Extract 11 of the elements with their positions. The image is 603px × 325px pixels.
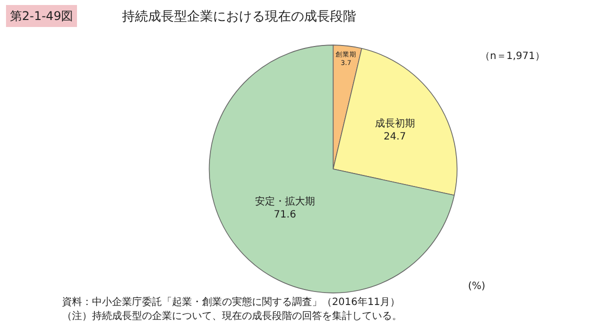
text: （n＝1,971） bbox=[480, 51, 545, 62]
chart-title: 持続成長型企業における現在の成長段階 bbox=[122, 10, 356, 25]
pie-slice bbox=[208, 44, 455, 294]
data-label: 24.7 bbox=[384, 132, 406, 143]
text: （注）持続成長型の企業について、現在の成長段階の回答を集計している。 bbox=[62, 310, 402, 322]
text: 資料：中小企業庁委託「起業・創業の実態に関する調査」（2016年11月） bbox=[62, 296, 400, 308]
text: 第2-1-49図 bbox=[10, 9, 74, 23]
slice-label: 成長初期 bbox=[374, 118, 415, 130]
data-label: 71.6 bbox=[274, 209, 296, 220]
text: (%) bbox=[468, 281, 486, 292]
slice-label: 安定・拡大期 bbox=[254, 195, 315, 208]
